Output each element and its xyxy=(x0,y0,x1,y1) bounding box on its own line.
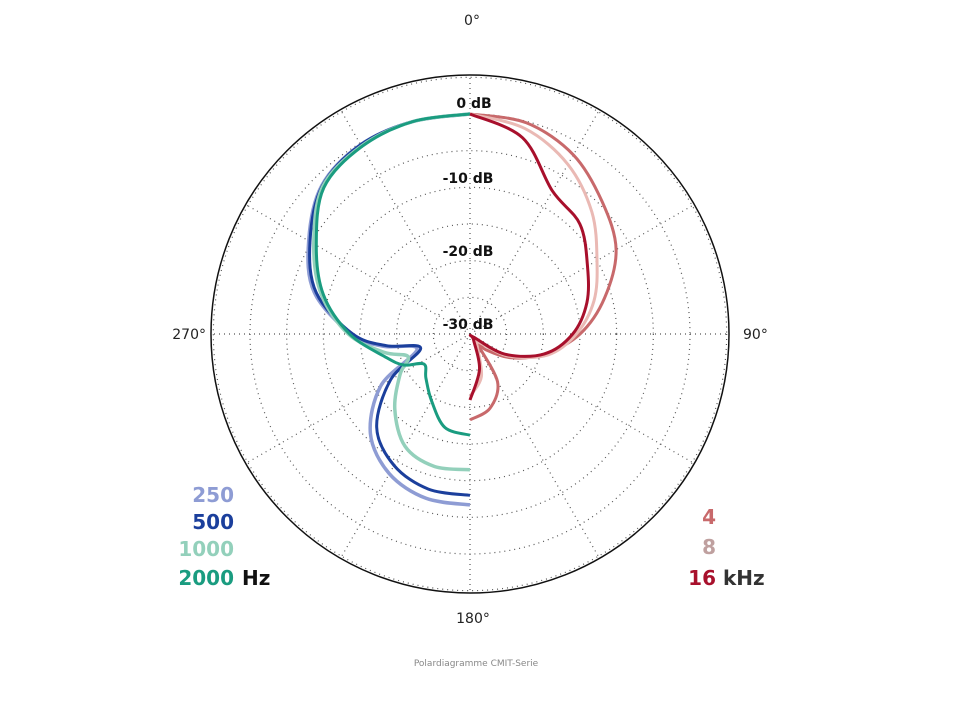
grid-ring xyxy=(432,296,508,372)
polar-grid xyxy=(211,75,729,593)
radial-label-30db: -30 dB xyxy=(443,317,494,333)
series-group xyxy=(306,112,618,507)
outer-circle xyxy=(210,74,730,594)
grid-spoke xyxy=(469,333,601,559)
grid-spoke xyxy=(339,333,471,559)
legend-2000: 2000 xyxy=(178,566,234,590)
grid-spoke xyxy=(469,203,695,335)
series-line-16khz xyxy=(468,112,591,401)
radial-label-10db: -10 dB xyxy=(443,171,494,187)
angle-label-0: 0° xyxy=(464,13,480,29)
legend-unit-hz: Hz xyxy=(242,566,270,590)
grid-ring xyxy=(286,150,654,518)
legend-1000: 1000 xyxy=(178,537,234,561)
legend-4k: 4 xyxy=(702,505,716,529)
legend-250: 250 xyxy=(192,483,234,507)
grid-spoke xyxy=(245,203,471,335)
grid-spoke xyxy=(469,333,695,465)
angle-label-90: 90° xyxy=(743,327,768,343)
angle-label-180: 180° xyxy=(456,611,490,627)
chart-caption: Polardiagramme CMIT-Serie xyxy=(414,659,539,669)
radial-label-20db: -20 dB xyxy=(443,244,494,260)
series-line-8khz xyxy=(468,112,599,398)
radial-label-0db: 0 dB xyxy=(456,96,491,112)
legend-500: 500 xyxy=(192,510,234,534)
legend-16k: 16 xyxy=(688,566,716,590)
grid-spoke xyxy=(469,109,601,335)
legend-right: 4 8 16 kHz xyxy=(688,505,765,590)
grid-spoke xyxy=(245,333,471,465)
legend-left: 250 500 1000 2000 Hz xyxy=(178,483,270,590)
grid-ring xyxy=(396,260,544,408)
series-line-2000hz xyxy=(314,112,471,437)
grid-ring xyxy=(322,186,618,482)
angle-label-270: 270° xyxy=(172,327,206,343)
series-line-4khz xyxy=(469,112,618,422)
legend-unit-khz: kHz xyxy=(723,566,765,590)
grid-ring xyxy=(212,76,728,592)
legend-8k: 8 xyxy=(702,535,716,559)
